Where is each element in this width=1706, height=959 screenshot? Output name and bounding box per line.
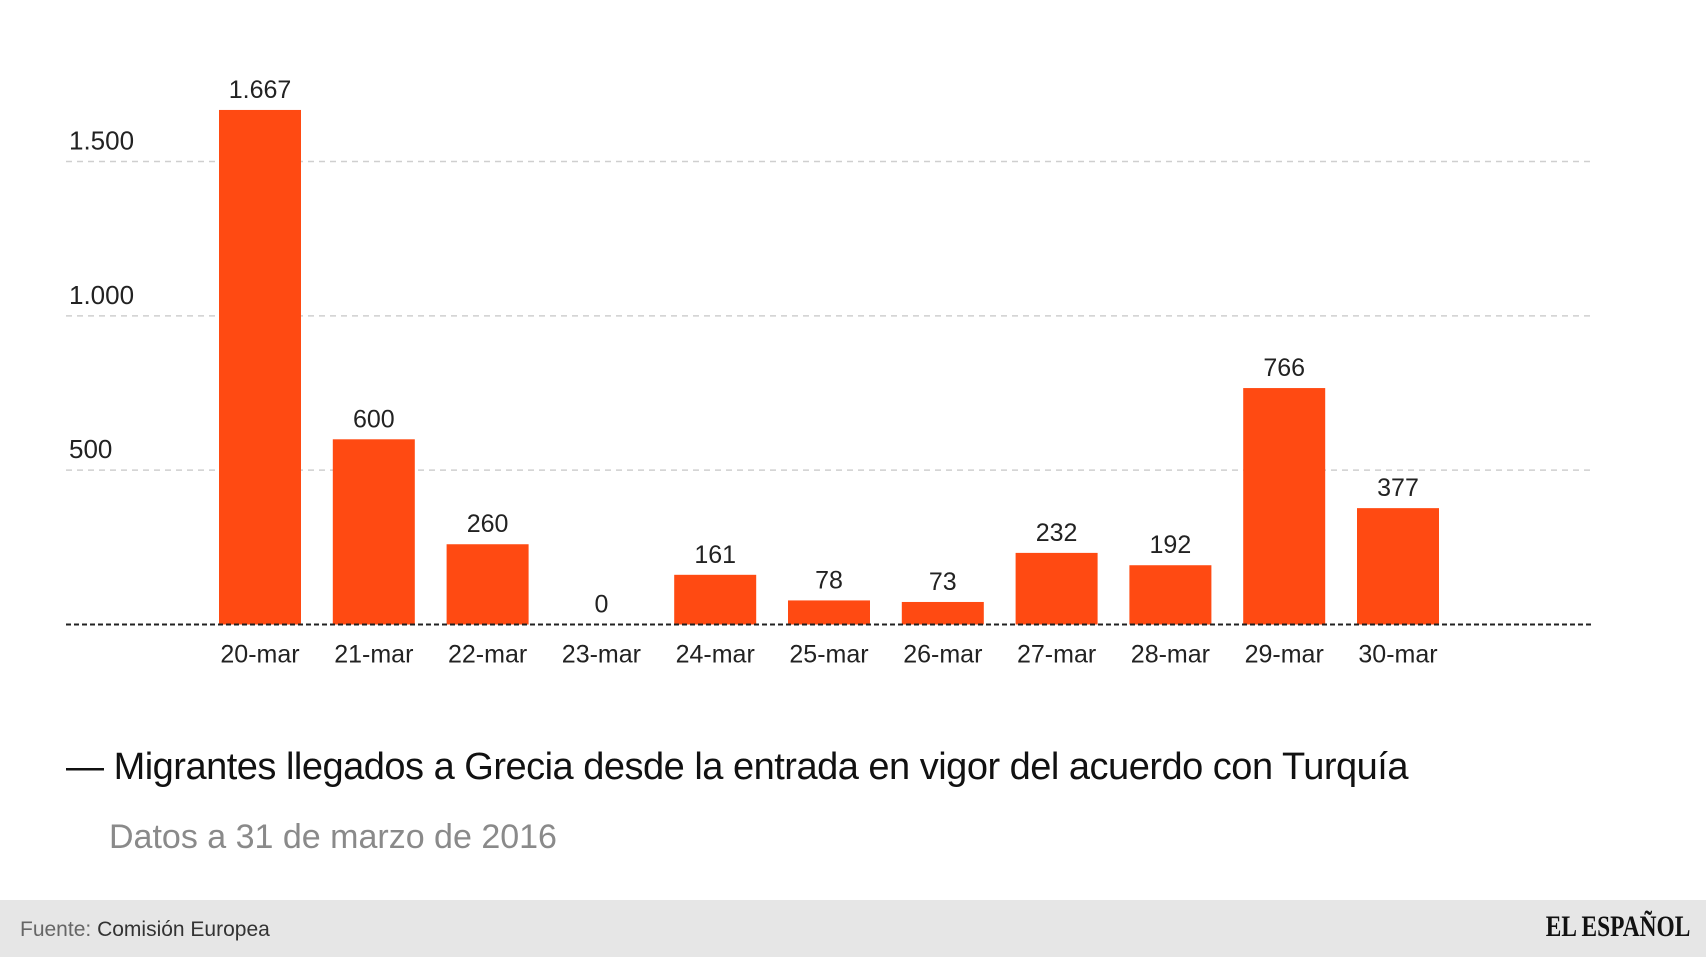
data-label: 192 <box>1150 531 1192 559</box>
x-tick-label: 26-mar <box>903 641 982 669</box>
source-label: Fuente: <box>20 918 92 941</box>
y-tick-label: 1.500 <box>69 126 134 156</box>
chart-title: Migrantes llegados a Grecia desde la ent… <box>113 746 1409 788</box>
y-tick-label: 500 <box>69 434 112 464</box>
bar <box>332 439 415 625</box>
x-tick-label: 24-mar <box>676 641 755 669</box>
x-tick-label: 28-mar <box>1131 641 1210 669</box>
x-tick-label: 20-mar <box>220 641 299 669</box>
data-label: 377 <box>1377 474 1419 502</box>
source-value: Comisión Europea <box>97 918 270 941</box>
x-tick-label: 30-mar <box>1358 641 1437 669</box>
source-note: Fuente: Comisión Europea <box>20 918 270 942</box>
y-tick-label: 1.000 <box>69 280 134 310</box>
bar <box>1357 508 1439 625</box>
bar <box>788 600 870 625</box>
bar-chart: 500 1.000 1.500 1.667 20-mar 600 21-mar 260 22-m… <box>66 76 1592 669</box>
data-label: 73 <box>929 568 957 596</box>
el-espanol-logo: EL ESPAÑOL <box>1545 910 1690 943</box>
x-tick-label: 25-mar <box>789 641 868 669</box>
data-label: 78 <box>815 566 843 594</box>
x-tick-label: 23-mar <box>562 641 641 669</box>
bar <box>446 544 529 625</box>
bar <box>674 574 757 625</box>
bar <box>1129 565 1212 625</box>
data-label: 600 <box>353 405 395 433</box>
bar <box>1015 552 1098 625</box>
data-label: 232 <box>1036 519 1078 547</box>
data-label: 0 <box>594 591 608 619</box>
footer-bar <box>0 900 1706 957</box>
x-tick-label: 21-mar <box>334 641 413 669</box>
bar <box>219 109 301 625</box>
chart-title-block: — Migrantes llegados a Grecia desde la e… <box>66 746 1409 789</box>
data-label: 161 <box>694 541 736 569</box>
x-tick-label: 22-mar <box>448 641 527 669</box>
bar <box>901 601 984 625</box>
bar <box>1243 388 1326 625</box>
title-dash: — <box>66 746 104 788</box>
x-tick-label: 27-mar <box>1017 641 1096 669</box>
data-label: 1.667 <box>229 76 292 104</box>
x-tick-label: 29-mar <box>1245 641 1324 669</box>
chart-subtitle: Datos a 31 de marzo de 2016 <box>109 818 557 856</box>
data-label: 766 <box>1263 354 1305 382</box>
data-label: 260 <box>467 510 509 538</box>
